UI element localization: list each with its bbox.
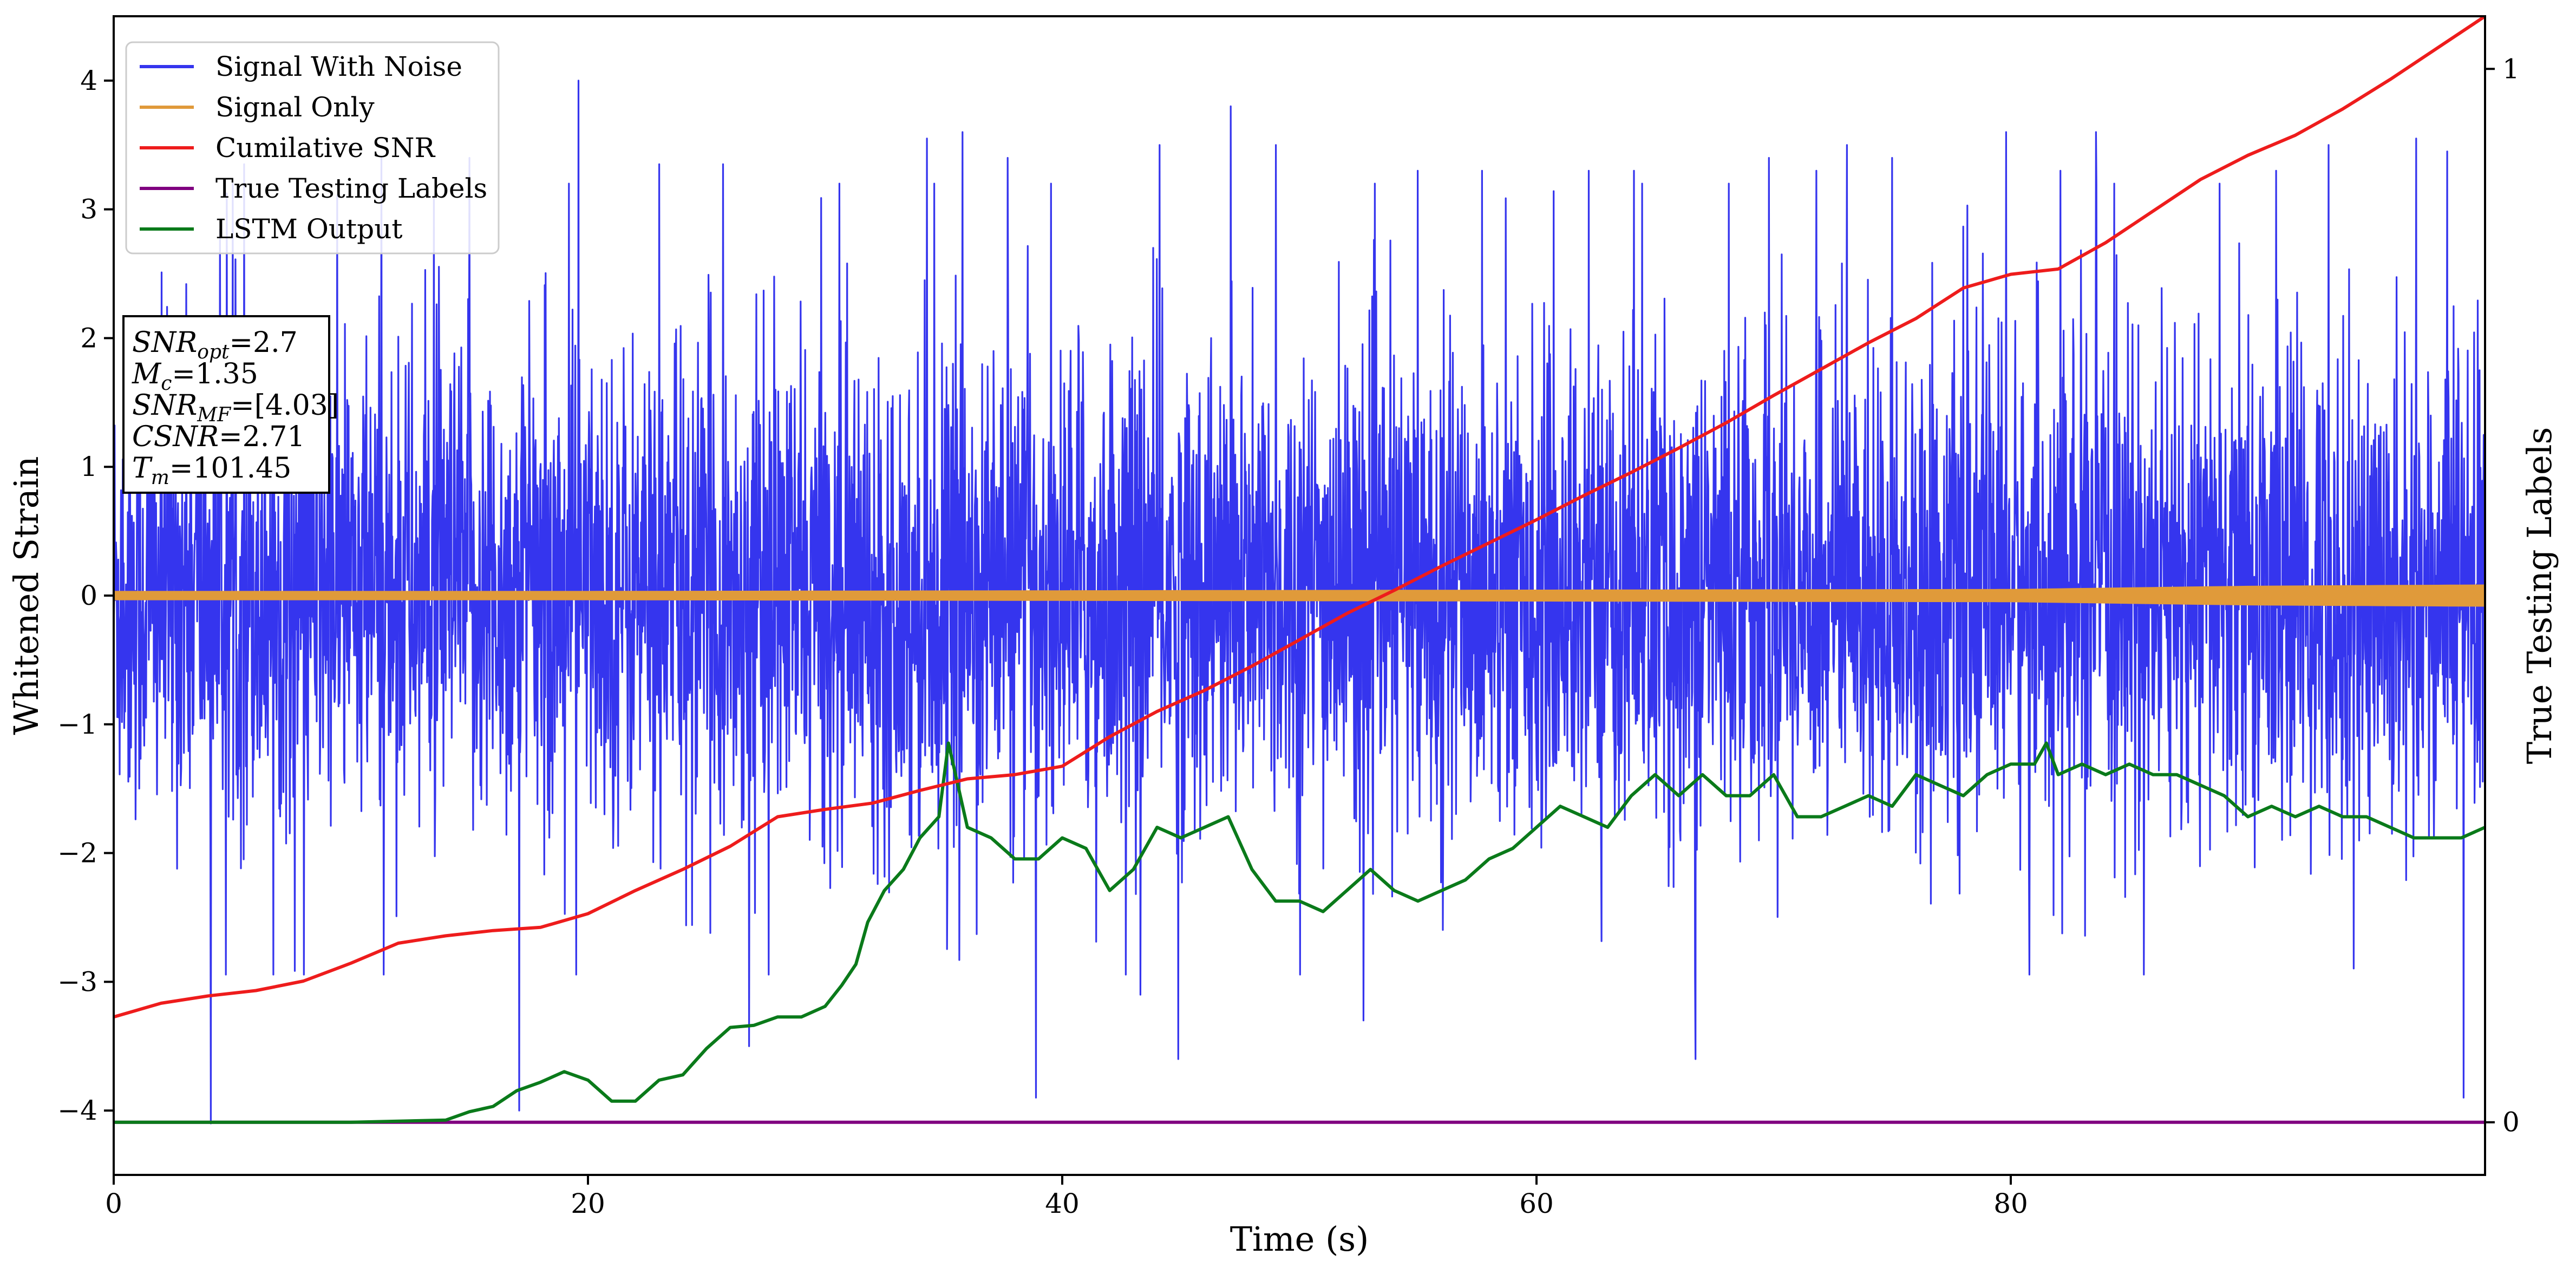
parameter-line: Tm=101.45 [132, 452, 291, 489]
legend-entry: Cumilative SNR [215, 132, 435, 164]
legend-entry: Signal Only [215, 92, 375, 123]
x-tick-label: 40 [1045, 1188, 1080, 1219]
y-tick-label: −2 [57, 838, 97, 869]
series-signal-only [114, 584, 2485, 607]
y-axis-title: Whitened Strain [6, 456, 46, 735]
plot-area [114, 16, 2485, 1125]
x-tick-label: 60 [1519, 1188, 1554, 1219]
y-tick-label: 4 [80, 65, 97, 96]
y-tick-label: 3 [80, 194, 97, 225]
parameter-line: SNRMF=[4.03] [132, 389, 339, 426]
y-tick-label: 2 [80, 322, 97, 354]
parameter-box-frame [122, 315, 330, 494]
parameter-line: SNRopt=2.7 [132, 326, 298, 363]
x-tick-label: 0 [105, 1188, 122, 1219]
legend: Signal With Noise Signal Only Cumilative S… [125, 41, 500, 254]
y-tick-label: 1 [80, 451, 97, 482]
legend-entry: LSTM Output [215, 213, 402, 245]
x-tick-label: 80 [1993, 1188, 2028, 1219]
x-tick-label: 20 [571, 1188, 605, 1219]
parameter-line: Mc=1.35 [132, 358, 258, 395]
parameter-line: CSNR=2.71 [132, 421, 305, 453]
series-lstm-output [114, 741, 2485, 1124]
legend-entry: Signal With Noise [215, 51, 462, 82]
y2-axis-title: True Testing Labels [2520, 427, 2559, 765]
legend-box [125, 41, 500, 254]
y-tick-label: −4 [57, 1095, 97, 1126]
parameter-box: SNRopt=2.7Mc=1.35SNRMF=[4.03]CSNR=2.71Tm… [122, 315, 339, 494]
y-tick-label: −3 [57, 966, 97, 997]
y2-tick-label: 0 [2502, 1107, 2520, 1138]
y-tick-label: −1 [57, 709, 97, 740]
series-cumulative-snr [114, 16, 2485, 1019]
legend-entry: True Testing Labels [215, 173, 487, 204]
y-tick-label: 0 [80, 580, 97, 611]
x-axis-title: Time (s) [1230, 1219, 1369, 1259]
y2-tick-label: 1 [2502, 53, 2520, 84]
